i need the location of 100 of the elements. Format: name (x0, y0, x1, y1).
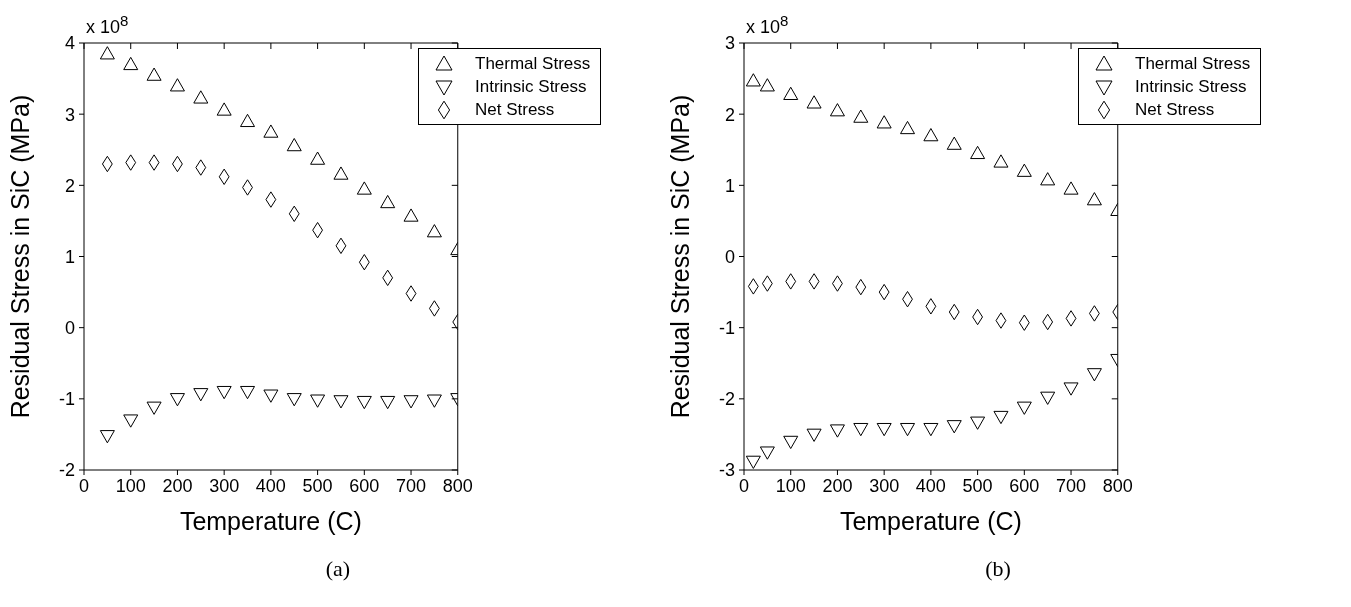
y-tick-label: 3 (64, 104, 75, 125)
point (263, 389, 279, 403)
y-tick-label: 2 (64, 175, 75, 196)
x-tick-label: 800 (442, 475, 473, 496)
point (745, 455, 761, 469)
point (286, 137, 302, 152)
point (995, 312, 1007, 329)
x-tick-label: 0 (738, 475, 750, 496)
point (785, 273, 797, 290)
point (900, 120, 916, 135)
y-axis-title: Residual Stress in SiC (MPa) (5, 94, 34, 419)
y-tick-label: -2 (718, 389, 735, 410)
point (123, 414, 139, 428)
x-tick-label: 0 (78, 475, 90, 496)
point (240, 113, 256, 128)
x-tick-label: 100 (115, 475, 146, 496)
point (1040, 391, 1056, 405)
x-tick-label: 600 (349, 475, 380, 496)
x-axis-title: Temperature (C) (839, 507, 1022, 535)
x-tick-label: 500 (302, 475, 333, 496)
y-tick-label: 4 (64, 33, 75, 54)
point (428, 300, 440, 317)
point (265, 191, 277, 208)
x-tick-label: 200 (822, 475, 853, 496)
point (380, 194, 396, 209)
y-tick-label: -3 (718, 460, 735, 481)
x-tick-label: 400 (255, 475, 286, 496)
point (310, 151, 326, 165)
text: x 10$^{8}$ (86, 12, 129, 38)
x-tick-label: 300 (209, 475, 240, 496)
y-tick-label: -2 (58, 460, 75, 481)
point (1086, 192, 1102, 206)
point (923, 128, 939, 142)
point (946, 420, 962, 434)
text: (a) (324, 556, 352, 582)
legend-label: Thermal Stress (475, 53, 591, 74)
point (747, 278, 759, 295)
point (356, 181, 372, 195)
x-tick-label: 400 (915, 475, 946, 496)
point (193, 90, 209, 104)
point (1086, 368, 1102, 382)
point (1018, 314, 1030, 331)
y-tick-label: -1 (58, 389, 75, 410)
point (993, 154, 1009, 168)
point (759, 78, 775, 92)
x-axis-title: Temperature (C) (179, 507, 362, 535)
point (333, 395, 349, 409)
point (853, 422, 869, 437)
point (146, 67, 162, 81)
point (169, 78, 185, 92)
y-tick-label: 1 (64, 246, 75, 267)
point (380, 395, 396, 410)
point (923, 422, 939, 437)
y-tick-label: 3 (724, 33, 735, 54)
point (745, 73, 761, 87)
point (853, 109, 869, 123)
point (1063, 181, 1079, 195)
point (356, 395, 372, 410)
point (1016, 163, 1032, 177)
point (900, 422, 916, 437)
point (426, 224, 442, 238)
point (263, 124, 279, 138)
point (925, 298, 937, 315)
point (829, 424, 845, 438)
point (970, 145, 986, 160)
point (1016, 401, 1032, 415)
point (426, 394, 442, 408)
y-tick-label: 0 (64, 318, 75, 339)
point (99, 430, 115, 444)
point (99, 46, 115, 60)
x-tick-label: 800 (1102, 475, 1133, 496)
point (216, 102, 232, 116)
y-axis-title: Residual Stress in SiC (MPa) (665, 94, 694, 419)
legend-label: Thermal Stress (1135, 53, 1251, 74)
x-tick-label: 700 (1056, 475, 1087, 496)
point (808, 273, 820, 290)
point (193, 388, 209, 402)
point (310, 394, 326, 408)
text: (b) (984, 556, 1012, 582)
point (783, 435, 799, 450)
point (783, 86, 799, 100)
legend-label: Intrinsic Stress (1135, 76, 1247, 97)
point (806, 428, 822, 442)
point (806, 95, 822, 109)
point (169, 393, 185, 407)
point (403, 208, 419, 222)
point (1040, 172, 1056, 186)
point (405, 285, 417, 302)
text: x 10$^{8}$ (746, 12, 789, 38)
y-tick-label: -1 (718, 318, 735, 339)
x-tick-label: 100 (775, 475, 806, 496)
y-tick-label: 1 (724, 175, 735, 196)
point (876, 115, 892, 129)
point (195, 159, 207, 176)
y-tick-label: 2 (724, 104, 735, 125)
point (240, 385, 256, 400)
point (218, 168, 230, 185)
legend-label: Intrinsic Stress (475, 76, 587, 97)
point (288, 205, 300, 222)
legend-label: Net Stress (1135, 99, 1215, 120)
